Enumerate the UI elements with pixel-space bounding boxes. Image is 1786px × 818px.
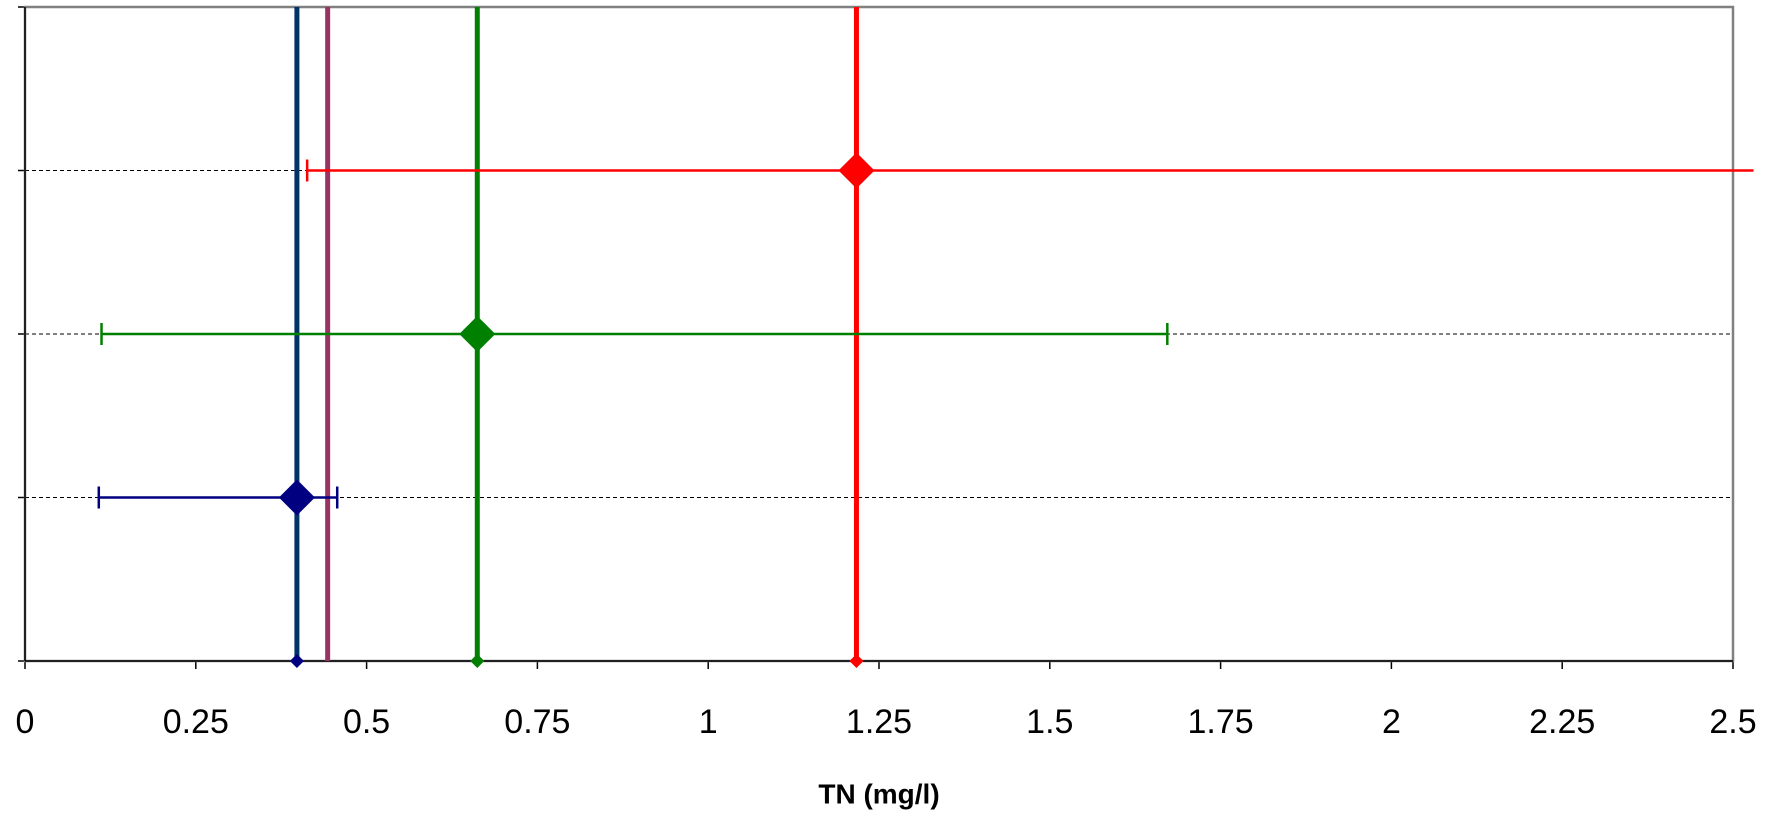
x-tick-label: 0.25 [163,703,229,741]
x-tick-label: 1.25 [846,703,912,741]
x-tick-label: 1 [699,703,718,741]
x-axis-label: TN (mg/l) [818,778,939,809]
reference-marker [470,654,485,668]
x-tick-label: 2.5 [1709,703,1756,741]
x-tick-label: 2 [1382,703,1401,741]
x-tick-label: 1.75 [1188,703,1254,741]
x-tick-label: 0 [16,703,35,741]
x-tick-label: 2.25 [1529,703,1595,741]
point [278,479,315,516]
x-tick-label: 0.5 [343,703,390,741]
x-tick-label: 1.5 [1026,703,1073,741]
reference-marker [849,654,864,668]
x-tick-label: 0.75 [504,703,570,741]
reference-marker [289,654,304,668]
point [838,152,875,189]
point [459,316,496,352]
